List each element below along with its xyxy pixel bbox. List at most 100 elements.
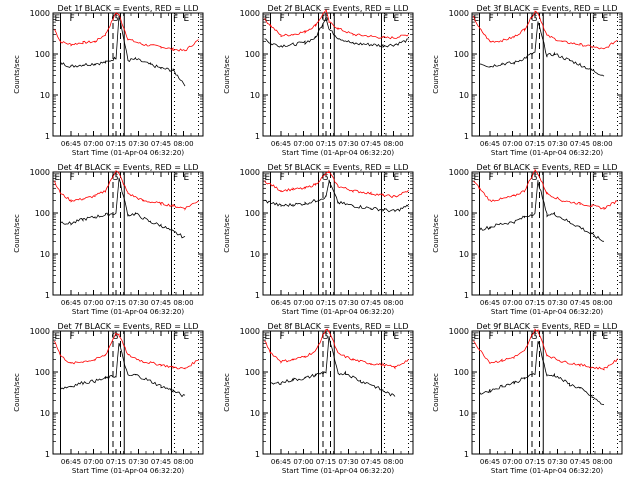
y-tick-label: 1: [255, 450, 260, 459]
interval-marker: E: [55, 332, 61, 342]
interval-marker: E: [474, 173, 480, 183]
interval-marker: G: [322, 332, 329, 342]
interval-marker: F: [173, 173, 178, 183]
interval-marker: E: [184, 173, 190, 183]
y-tick-label: 100: [454, 209, 469, 218]
x-tick-label: 08:00: [173, 140, 193, 148]
axes-frame: [262, 330, 414, 455]
panel-title: Det 5f BLACK = Events, RED = LLD: [267, 163, 408, 172]
x-tick-label: 07:15: [316, 458, 336, 466]
lld-series-line: [473, 328, 618, 371]
panel-title: Det 9f BLACK = Events, RED = LLD: [476, 322, 617, 331]
y-tick-label: 100: [35, 50, 50, 59]
x-tick-label: 08:00: [592, 458, 612, 466]
y-tick-label: 1000: [240, 168, 260, 177]
axes-frame: [52, 330, 204, 455]
axes-frame: [52, 12, 204, 137]
panel-title: Det 4f BLACK = Events, RED = LLD: [57, 163, 198, 172]
axes-frame: [262, 12, 414, 137]
panel-title: Det 8f BLACK = Events, RED = LLD: [267, 322, 408, 331]
panel-title: Det 3f BLACK = Events, RED = LLD: [476, 4, 617, 13]
y-tick-label: 100: [454, 50, 469, 59]
axes-frame: [471, 171, 623, 296]
x-tick-label: 07:00: [293, 299, 313, 307]
interval-marker: E: [184, 14, 190, 24]
y-tick-label: 10: [250, 91, 260, 100]
x-tick-label: 07:00: [83, 458, 103, 466]
interval-marker: F: [592, 14, 597, 24]
x-tick-label: 07:30: [338, 458, 358, 466]
x-tick-label: 06:45: [480, 299, 500, 307]
interval-marker: E: [265, 14, 271, 24]
interval-marker: E: [603, 332, 609, 342]
y-tick-label: 1: [464, 132, 469, 141]
y-tick-label: 10: [250, 250, 260, 259]
interval-marker: E: [55, 14, 61, 24]
interval-marker: E: [603, 173, 609, 183]
x-tick-label: 08:00: [383, 299, 403, 307]
x-tick-label: 07:30: [547, 140, 567, 148]
x-tick-label: 07:15: [525, 299, 545, 307]
interval-marker: F: [70, 173, 75, 183]
interval-marker: E: [603, 14, 609, 24]
x-axis-label: Start Time (01-Apr-04 06:32:20): [72, 308, 184, 316]
y-axis-label: Counts/sec: [223, 373, 231, 412]
x-tick-label: 07:30: [338, 299, 358, 307]
x-tick-label: 08:00: [592, 140, 612, 148]
x-axis-label: Start Time (01-Apr-04 06:32:20): [491, 149, 603, 157]
x-axis-label: Start Time (01-Apr-04 06:32:20): [72, 149, 184, 157]
lld-series-line: [54, 332, 199, 370]
x-tick-label: 06:45: [61, 299, 81, 307]
x-tick-label: 07:45: [151, 140, 171, 148]
x-tick-label: 07:30: [128, 299, 148, 307]
x-axis-label: Start Time (01-Apr-04 06:32:20): [282, 467, 394, 475]
interval-marker: E: [394, 173, 400, 183]
y-tick-label: 1000: [449, 9, 469, 18]
y-tick-label: 1: [255, 291, 260, 300]
panel-title: Det 2f BLACK = Events, RED = LLD: [267, 4, 408, 13]
interval-marker: F: [489, 332, 494, 342]
lld-series-line: [264, 328, 409, 370]
detector-panel: Det 7f BLACK = Events, RED = LLD 1 10 100 10…: [13, 322, 204, 475]
detector-panel: Det 6f BLACK = Events, RED = LLD 1 10 100 10…: [432, 163, 623, 316]
interval-marker: F: [383, 173, 388, 183]
x-tick-label: 06:45: [480, 140, 500, 148]
x-tick-label: 06:45: [61, 140, 81, 148]
x-tick-label: 07:30: [128, 140, 148, 148]
y-axis-label: Counts/sec: [432, 373, 440, 412]
events-series-line: [479, 21, 605, 77]
interval-marker: G: [531, 332, 538, 342]
axes-frame: [471, 330, 623, 455]
x-tick-label: 08:00: [173, 458, 193, 466]
x-tick-label: 07:00: [83, 299, 103, 307]
x-tick-label: 08:00: [383, 458, 403, 466]
y-axis-label: Counts/sec: [13, 373, 21, 412]
y-tick-label: 1: [464, 450, 469, 459]
events-series-line: [264, 179, 409, 213]
interval-marker: G: [531, 14, 538, 24]
x-tick-label: 07:45: [361, 299, 381, 307]
x-axis-label: Start Time (01-Apr-04 06:32:20): [282, 149, 394, 157]
interval-marker: G: [322, 173, 329, 183]
interval-marker: F: [489, 14, 494, 24]
lld-series-line: [54, 11, 199, 52]
detector-panel: Det 4f BLACK = Events, RED = LLD 1 10 100 10…: [13, 163, 204, 316]
y-tick-label: 1000: [240, 9, 260, 18]
x-tick-label: 07:15: [525, 140, 545, 148]
x-tick-label: 07:00: [293, 458, 313, 466]
detector-panel: Det 9f BLACK = Events, RED = LLD 1 10 100 10…: [432, 322, 623, 475]
x-tick-label: 07:45: [151, 458, 171, 466]
y-tick-label: 10: [40, 91, 50, 100]
y-axis-label: Counts/sec: [432, 214, 440, 253]
x-tick-label: 06:45: [271, 140, 291, 148]
x-tick-label: 07:45: [361, 140, 381, 148]
y-tick-label: 100: [35, 368, 50, 377]
y-tick-label: 100: [245, 209, 260, 218]
y-tick-label: 10: [459, 250, 469, 259]
x-tick-label: 07:15: [525, 458, 545, 466]
x-tick-label: 07:15: [106, 299, 126, 307]
axes-frame: [262, 171, 414, 296]
events-series-line: [479, 180, 605, 242]
y-axis-label: Counts/sec: [432, 55, 440, 94]
